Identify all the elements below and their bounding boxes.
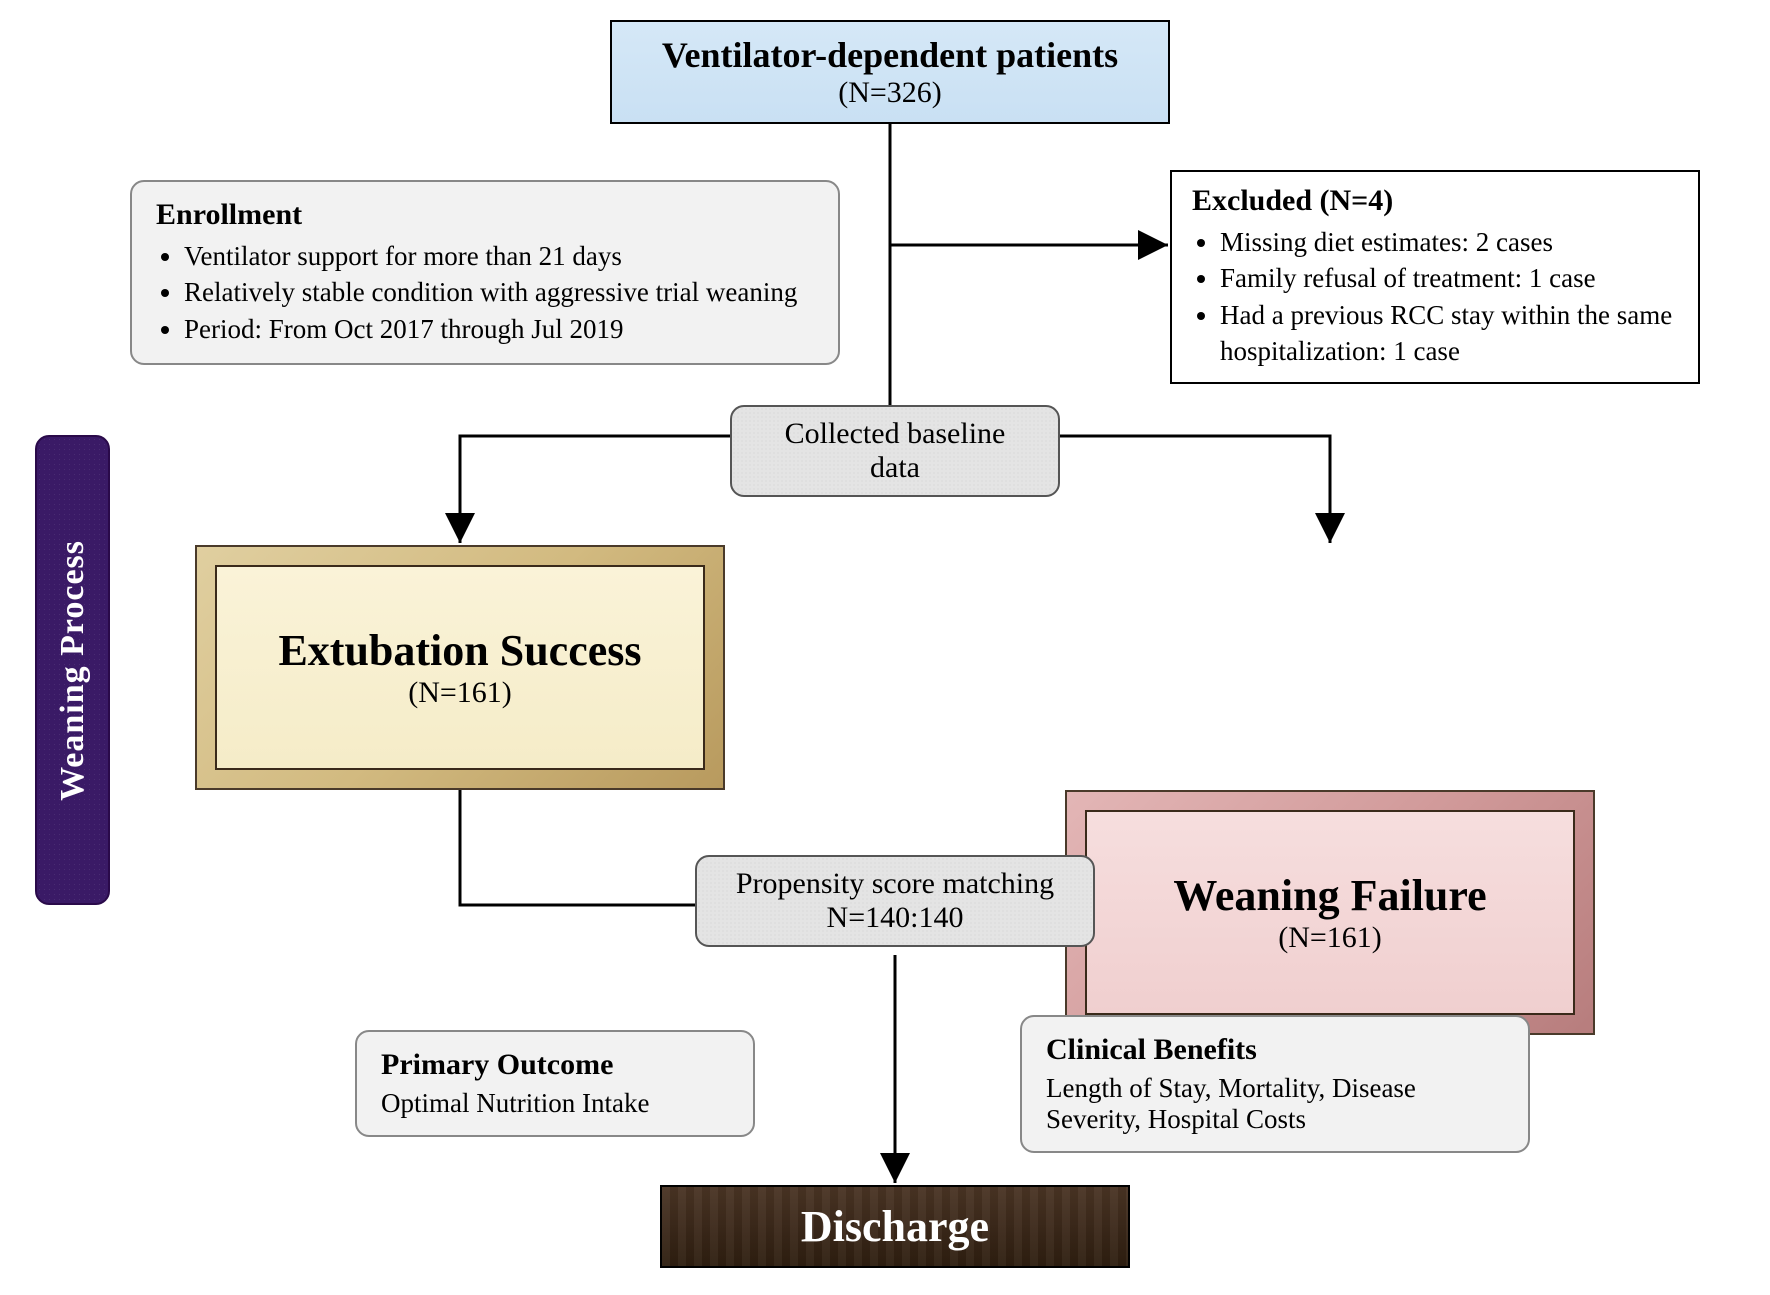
baseline-label: Collected baseline data (785, 417, 1006, 484)
excluded-item: Missing diet estimates: 2 cases (1220, 224, 1678, 260)
enrollment-title: Enrollment (156, 198, 814, 232)
excluded-title: Excluded (N=4) (1192, 184, 1678, 218)
baseline-node: Collected baseline data (730, 405, 1060, 497)
excluded-item: Had a previous RCC stay within the same … (1220, 297, 1678, 370)
excluded-list: Missing diet estimates: 2 cases Family r… (1192, 224, 1678, 370)
weaning-process-tab: Weaning Process (35, 435, 110, 905)
failure-node: Weaning Failure (N=161) (1065, 790, 1595, 1035)
failure-title: Weaning Failure (1173, 870, 1486, 921)
enrollment-box: Enrollment Ventilator support for more t… (130, 180, 840, 365)
excluded-box: Excluded (N=4) Missing diet estimates: 2… (1170, 170, 1700, 384)
primary-body: Optimal Nutrition Intake (381, 1088, 729, 1119)
excluded-item: Family refusal of treatment: 1 case (1220, 260, 1678, 296)
success-title: Extubation Success (278, 625, 641, 676)
top-sub: (N=326) (642, 76, 1138, 110)
enrollment-item: Ventilator support for more than 21 days (184, 238, 814, 274)
enrollment-item: Relatively stable condition with aggress… (184, 274, 814, 310)
psm-node: Propensity score matching N=140:140 (695, 855, 1095, 947)
top-title: Ventilator-dependent patients (642, 34, 1138, 76)
top-node: Ventilator-dependent patients (N=326) (610, 20, 1170, 124)
primary-title: Primary Outcome (381, 1048, 729, 1082)
psm-line1: Propensity score matching (723, 867, 1067, 901)
benefits-box: Clinical Benefits Length of Stay, Mortal… (1020, 1015, 1530, 1153)
discharge-node: Discharge (660, 1185, 1130, 1268)
side-tab-label: Weaning Process (54, 540, 92, 801)
benefits-body: Length of Stay, Mortality, Disease Sever… (1046, 1073, 1504, 1135)
discharge-label: Discharge (801, 1202, 989, 1251)
success-node: Extubation Success (N=161) (195, 545, 725, 790)
primary-outcome-box: Primary Outcome Optimal Nutrition Intake (355, 1030, 755, 1137)
benefits-title: Clinical Benefits (1046, 1033, 1504, 1067)
failure-sub: (N=161) (1278, 921, 1382, 955)
success-sub: (N=161) (408, 676, 512, 710)
enrollment-item: Period: From Oct 2017 through Jul 2019 (184, 311, 814, 347)
psm-line2: N=140:140 (723, 901, 1067, 935)
enrollment-list: Ventilator support for more than 21 days… (156, 238, 814, 347)
